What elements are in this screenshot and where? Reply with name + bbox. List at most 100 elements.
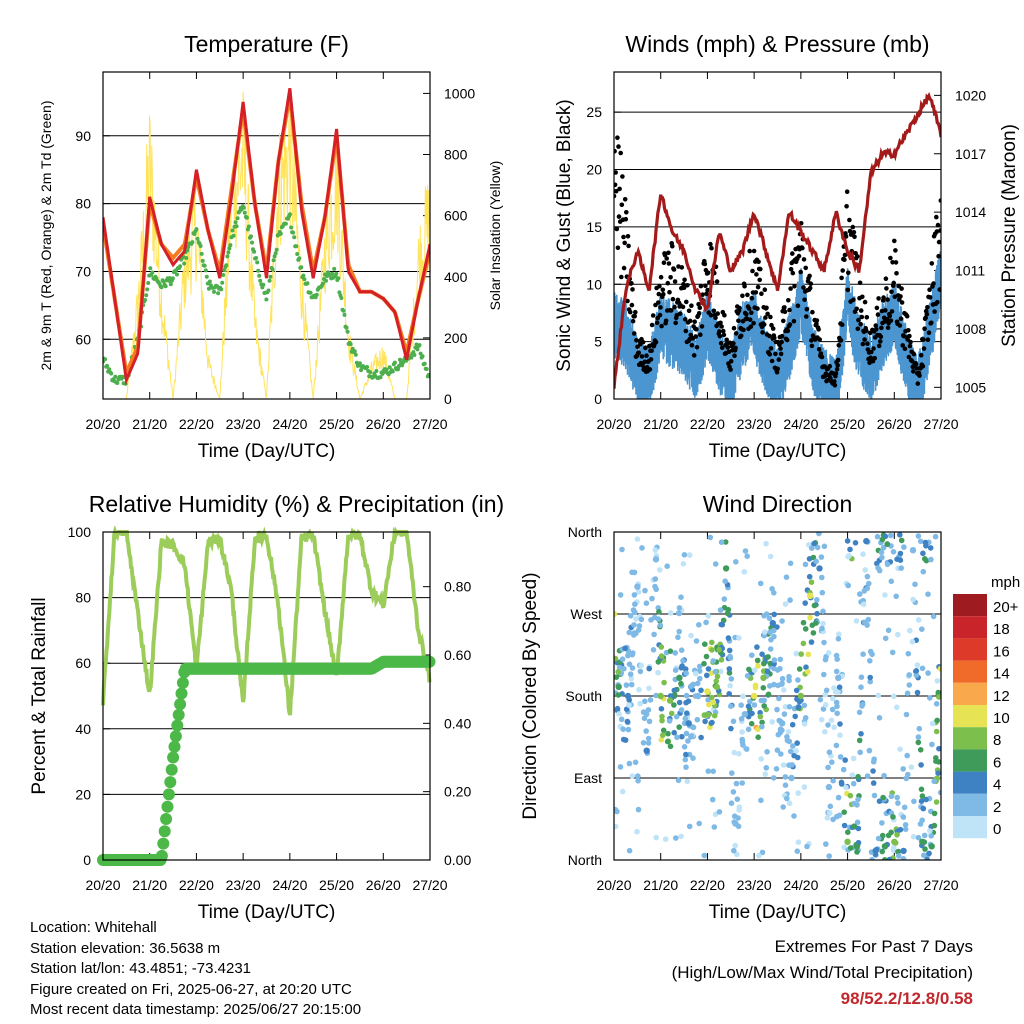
direction-point [880,544,887,551]
direction-point [861,619,868,626]
direction-point [627,671,634,677]
direction-point [705,768,712,774]
series-dewpoint-point [203,268,208,273]
series-gust-point [888,255,893,261]
direction-point [858,674,865,680]
series-gust-point [644,353,649,359]
direction-point [836,631,842,637]
direction-point [664,563,670,569]
direction-point [626,629,632,636]
direction-point [932,533,939,540]
series-dewpoint-point [390,369,395,374]
direction-point [884,561,891,568]
series-gust-point [894,271,899,276]
series-gust-point [865,341,870,347]
series-dewpoint-point [178,264,183,269]
direction-point [816,565,823,572]
direction-point [696,820,702,827]
direction-point [897,550,904,557]
direction-point [928,833,934,839]
series-gust-point [667,289,672,295]
direction-point [817,696,824,703]
direction-point [855,773,861,780]
direction-point [793,650,800,657]
series-gust-point [883,276,889,282]
direction-point [671,702,677,708]
direction-point [841,822,848,829]
series-dewpoint-point [288,212,292,217]
direction-point [903,775,910,782]
direction-point [802,561,809,568]
direction-point [782,782,789,788]
direction-point [849,772,856,778]
x-tick-label: 26/20 [877,877,912,893]
series-dewpoint-point [365,365,370,369]
x-axis-label: Time (Day/UTC) [709,902,847,923]
direction-point [788,774,795,782]
direction-point [890,549,897,555]
series-dewpoint-point [200,258,205,263]
direction-point [889,649,896,656]
series-gust-point [892,238,897,244]
direction-point [903,711,910,718]
direction-point [676,724,682,730]
direction-point [904,752,910,759]
direction-point [728,725,734,732]
direction-point [806,573,813,580]
direction-point [771,633,777,640]
series-gust-point [731,325,737,331]
direction-point [854,819,861,826]
x-tick-label: 21/20 [132,877,167,893]
series-gust-point [693,334,699,339]
direction-point [693,670,699,677]
series-gust-point [661,260,667,266]
y-tick-label-right: 1000 [444,85,475,101]
direction-point [880,794,886,801]
direction-point [727,682,733,689]
direction-point [811,602,818,609]
series-dewpoint-point [272,254,277,259]
direction-point [624,718,631,725]
direction-point [614,655,619,662]
direction-point [930,613,937,620]
direction-point [905,650,912,657]
direction-point [643,600,650,606]
series-gust-point [717,329,722,334]
direction-point [790,743,796,749]
direction-point [685,738,691,744]
series-gust-point [625,234,631,239]
series-gust-point [787,307,792,313]
direction-point [736,635,742,641]
x-tick-label: 21/20 [643,416,678,432]
recent-timestamp: Most recent data timestamp: 2025/06/27 2… [30,1001,362,1018]
series-gust-point [814,321,819,327]
series-dewpoint-point [274,247,279,252]
direction-point [867,674,873,681]
direction-point [782,601,789,607]
x-tick-label: 21/20 [132,416,167,432]
y-tick-label-right: 200 [444,330,468,346]
direction-point [870,768,876,774]
y-axis-label: Percent & Total Rainfall [29,597,50,794]
series-gust-point [666,250,671,256]
series-gust-point [694,326,699,332]
series-gust-point [757,277,762,283]
direction-point [894,832,900,838]
direction-point [668,710,675,717]
series-gust-point [677,311,683,317]
direction-point [658,653,665,659]
direction-point [751,702,758,708]
series-gust-point [658,274,664,280]
series-gust-point [800,245,805,251]
direction-point [657,692,664,700]
series-dewpoint-point [220,280,225,285]
direction-point [709,719,715,726]
direction-point [826,809,833,816]
direction-point [920,805,927,812]
direction-point [915,734,922,740]
direction-point [923,796,929,803]
direction-point [626,847,633,854]
series-gust-point [772,335,777,341]
series-gust-point [798,269,803,275]
direction-point [704,672,710,679]
